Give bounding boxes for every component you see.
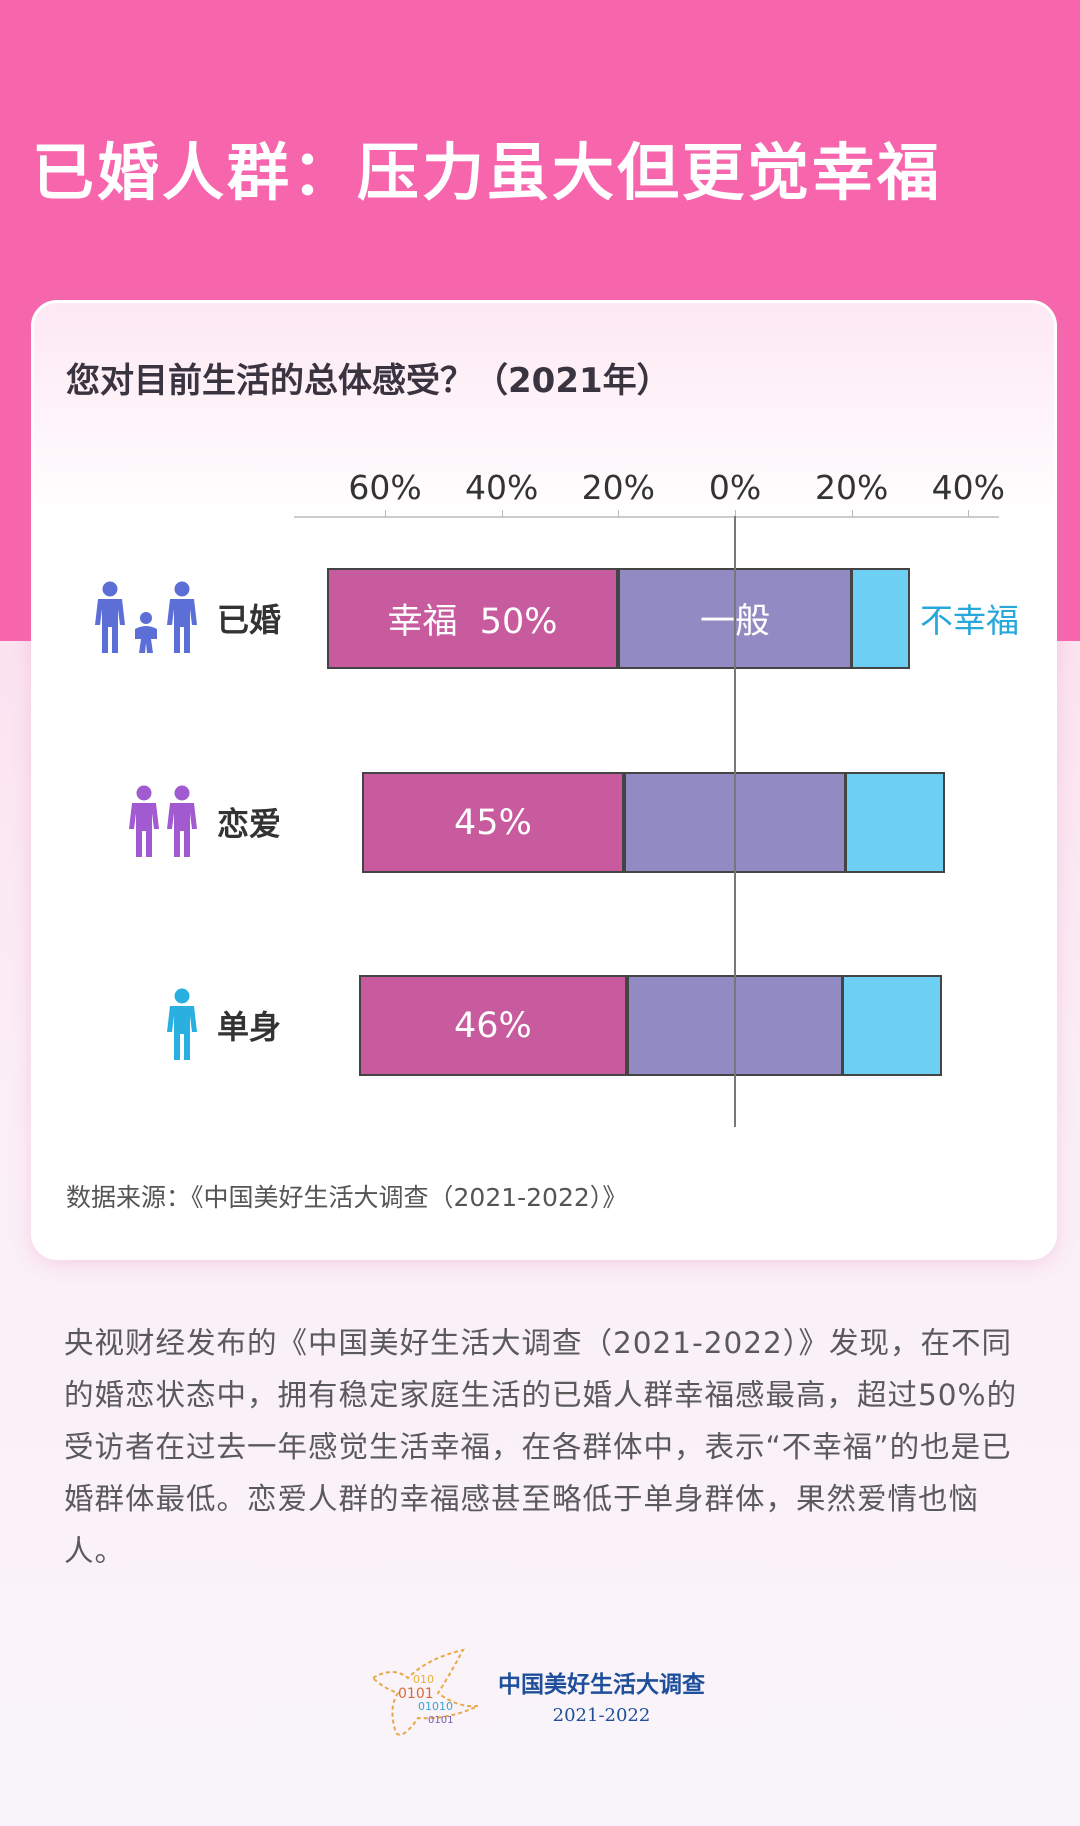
x-tick-label: 40% bbox=[464, 468, 539, 507]
chart-title: 您对目前生活的总体感受？（2021年） bbox=[66, 361, 671, 401]
happy-value-label: 幸福 50% bbox=[387, 602, 558, 642]
svg-text:0101: 0101 bbox=[398, 1686, 434, 1702]
happy-bar: 45% bbox=[361, 772, 625, 873]
x-tick-label: 20% bbox=[814, 468, 889, 507]
unhappy-bar bbox=[851, 568, 910, 669]
person-icon bbox=[167, 988, 197, 1060]
svg-text:010: 010 bbox=[413, 1673, 434, 1686]
svg-text:0101: 0101 bbox=[428, 1715, 453, 1726]
x-tick-label: 60% bbox=[348, 468, 422, 507]
person-icons bbox=[127, 785, 199, 859]
description-paragraph: 央视财经发布的《中国美好生活大调查（2021-2022）》发现，在不同的婚恋状态… bbox=[64, 1326, 1018, 1568]
person-icons bbox=[165, 988, 199, 1062]
zero-line bbox=[734, 516, 736, 1127]
dove-logo-icon: 0101 010 01010 0101 bbox=[371, 1648, 478, 1736]
x-tick-label: 0% bbox=[708, 468, 762, 507]
unhappy-bar bbox=[842, 975, 943, 1076]
survey-logo: 0101 010 01010 0101 中国美好生活大调查 2021-2022 bbox=[368, 1648, 705, 1743]
category-label: 恋爱 bbox=[217, 805, 282, 843]
x-tick-label: 20% bbox=[581, 468, 656, 507]
page-title: 已婚人群：压力虽大但更觉幸福 bbox=[32, 136, 943, 209]
category-label: 已婚 bbox=[217, 601, 282, 639]
unhappy-bar bbox=[845, 772, 945, 873]
svg-text:01010: 01010 bbox=[418, 1700, 453, 1713]
x-tick-mark bbox=[735, 510, 736, 518]
happy-value-label: 46% bbox=[454, 1005, 532, 1046]
happy-value-label: 45% bbox=[454, 802, 532, 843]
person-icons bbox=[93, 581, 199, 655]
x-axis-line bbox=[294, 516, 999, 518]
person-icon bbox=[167, 581, 197, 653]
x-tick-mark bbox=[501, 510, 503, 518]
person-icon bbox=[95, 581, 125, 653]
happy-bar: 幸福 50% bbox=[326, 568, 619, 669]
x-tick-mark bbox=[851, 510, 853, 518]
data-source: 数据来源：《中国美好生活大调查（2021-2022）》 bbox=[66, 1183, 628, 1212]
x-tick-label: 40% bbox=[931, 468, 1005, 507]
child-icon bbox=[135, 612, 157, 653]
person-icon bbox=[129, 785, 159, 857]
x-tick-mark bbox=[385, 510, 387, 518]
x-tick-mark bbox=[968, 510, 970, 518]
logo-years: 2021-2022 bbox=[552, 1705, 651, 1726]
happy-bar: 46% bbox=[358, 975, 628, 1076]
chart-card: 您对目前生活的总体感受？（2021年） 60% 40% 20% 0% 20% 40% 已婚 幸… bbox=[31, 300, 1057, 1260]
unhappy-legend-label: 不幸福 bbox=[919, 601, 1019, 640]
person-icon bbox=[167, 785, 197, 857]
category-label: 单身 bbox=[217, 1008, 282, 1046]
x-tick-mark bbox=[618, 510, 620, 518]
logo-name: 中国美好生活大调查 bbox=[498, 1672, 705, 1698]
